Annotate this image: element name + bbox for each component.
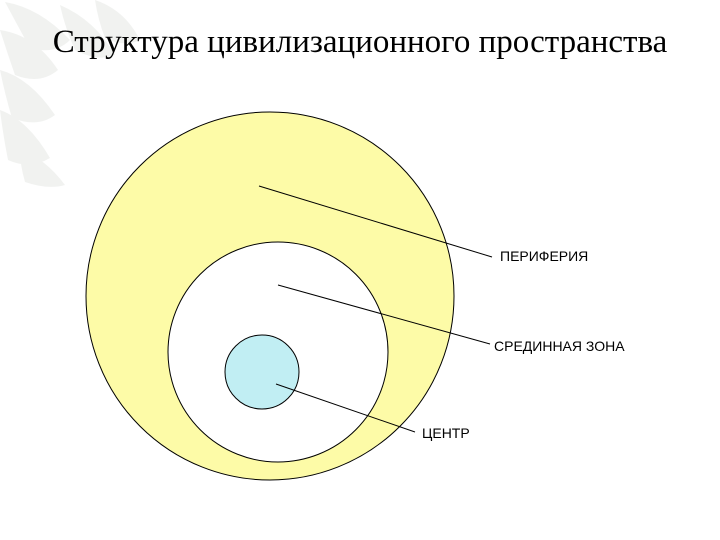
- middle-zone-label: СРЕДИННАЯ ЗОНА: [494, 338, 625, 354]
- periphery-label: ПЕРИФЕРИЯ: [500, 248, 588, 264]
- diagram-svg: [0, 0, 720, 540]
- center-label: ЦЕНТР: [422, 425, 470, 441]
- center-circle: [225, 335, 299, 409]
